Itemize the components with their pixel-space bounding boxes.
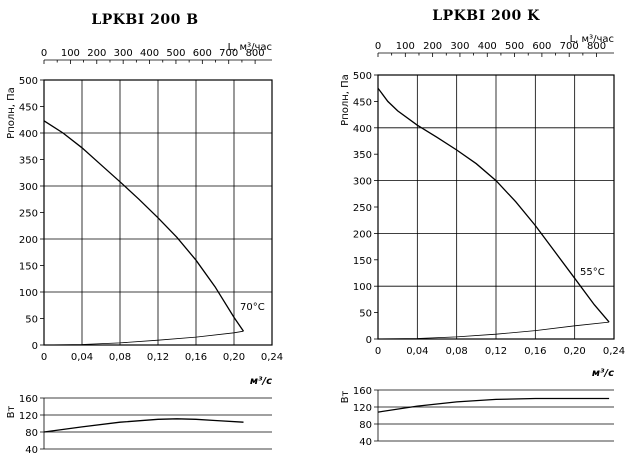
- x-tick-label: 0,12: [485, 346, 507, 357]
- top-axis-label: L, м³/час: [570, 34, 614, 45]
- system-curve: [377, 321, 610, 340]
- power-y-tick-label: 120: [19, 411, 38, 422]
- system-curve: [43, 330, 244, 346]
- y-tick-label: 350: [19, 156, 38, 167]
- top-tick-label: 0: [41, 48, 47, 59]
- temperature-annotation: 70°C: [240, 302, 265, 313]
- x-tick-label: 0,04: [71, 352, 93, 363]
- x-axis-label: м³/с: [592, 368, 614, 379]
- x-tick-label: 0,24: [603, 346, 625, 357]
- top-tick-label: 700: [219, 48, 238, 59]
- y-tick-label: 100: [19, 288, 38, 299]
- x-tick-label: 0,12: [147, 352, 169, 363]
- power-y-tick-label: 120: [353, 403, 372, 414]
- top-tick-label: 800: [246, 48, 265, 59]
- y-tick-label: 150: [353, 256, 372, 267]
- top-tick-label: 500: [505, 41, 524, 52]
- chart-lpkbi-200-b: LPKBI 200 B L, м³/час Pполн, Па м³/с Вт …: [6, 12, 283, 456]
- power-y-tick-label: 80: [359, 420, 372, 431]
- y-tick-label: 400: [19, 129, 38, 140]
- x-tick-label: 0: [41, 352, 47, 363]
- top-tick-label: 600: [193, 48, 212, 59]
- y-tick-label: 50: [25, 315, 38, 326]
- top-tick-label: 100: [396, 41, 415, 52]
- y-tick-label: 450: [19, 103, 38, 114]
- power-y-axis-label: Вт: [6, 405, 17, 418]
- x-tick-label: 0,20: [564, 346, 586, 357]
- x-tick-label: 0,16: [524, 346, 546, 357]
- y-axis-label: Pполн, Па: [340, 74, 351, 126]
- chart-lpkbi-200-k: LPKBI 200 K L, м³/час Pполн, Па м³/с Вт …: [340, 8, 625, 448]
- x-tick-label: 0,16: [185, 352, 207, 363]
- top-tick-label: 200: [423, 41, 442, 52]
- pressure-curve: [377, 87, 610, 323]
- y-tick-label: 400: [353, 124, 372, 135]
- y-tick-label: 150: [19, 262, 38, 273]
- top-tick-label: 700: [560, 41, 579, 52]
- x-tick-label: 0: [375, 346, 381, 357]
- y-tick-label: 0: [366, 335, 372, 346]
- top-tick-label: 400: [478, 41, 497, 52]
- y-tick-label: 300: [19, 182, 38, 193]
- x-tick-label: 0,04: [406, 346, 428, 357]
- y-tick-label: 50: [359, 309, 372, 320]
- x-tick-label: 0,08: [446, 346, 468, 357]
- top-tick-label: 300: [450, 41, 469, 52]
- y-tick-label: 200: [353, 229, 372, 240]
- top-tick-label: 400: [140, 48, 159, 59]
- top-axis-label: L, м³/час: [228, 42, 272, 53]
- chart-title: LPKBI 200 K: [432, 8, 540, 24]
- y-tick-label: 250: [353, 203, 372, 214]
- power-y-axis-label: Вт: [340, 390, 351, 403]
- power-y-tick-label: 80: [25, 428, 38, 439]
- temperature-annotation: 55°C: [580, 267, 605, 278]
- y-tick-label: 0: [32, 341, 38, 352]
- pressure-curve: [43, 120, 245, 332]
- y-tick-label: 200: [19, 235, 38, 246]
- power-curve: [43, 418, 244, 433]
- top-tick-label: 200: [87, 48, 106, 59]
- plot-frame: [377, 74, 615, 340]
- y-tick-label: 300: [353, 177, 372, 188]
- top-tick-label: 100: [61, 48, 80, 59]
- top-tick-label: 600: [532, 41, 551, 52]
- x-tick-label: 0,20: [223, 352, 245, 363]
- power-y-tick-label: 40: [25, 445, 38, 456]
- plot-frame: [43, 79, 273, 346]
- top-tick-label: 300: [114, 48, 133, 59]
- y-tick-label: 250: [19, 209, 38, 220]
- x-axis-label: м³/с: [250, 376, 272, 387]
- y-tick-label: 500: [19, 76, 38, 87]
- y-tick-label: 500: [353, 71, 372, 82]
- power-y-tick-label: 160: [353, 386, 372, 397]
- y-tick-label: 450: [353, 97, 372, 108]
- top-tick-label: 0: [375, 41, 381, 52]
- top-tick-label: 500: [166, 48, 185, 59]
- y-tick-label: 350: [353, 150, 372, 161]
- x-tick-label: 0,08: [109, 352, 131, 363]
- top-tick-label: 800: [587, 41, 606, 52]
- chart-title: LPKBI 200 B: [91, 12, 198, 28]
- power-curve: [377, 397, 610, 413]
- power-y-tick-label: 160: [19, 394, 38, 405]
- y-axis-label: Pполн, Па: [6, 87, 17, 139]
- x-tick-label: 0,24: [261, 352, 283, 363]
- y-tick-label: 100: [353, 282, 372, 293]
- power-y-tick-label: 40: [359, 437, 372, 448]
